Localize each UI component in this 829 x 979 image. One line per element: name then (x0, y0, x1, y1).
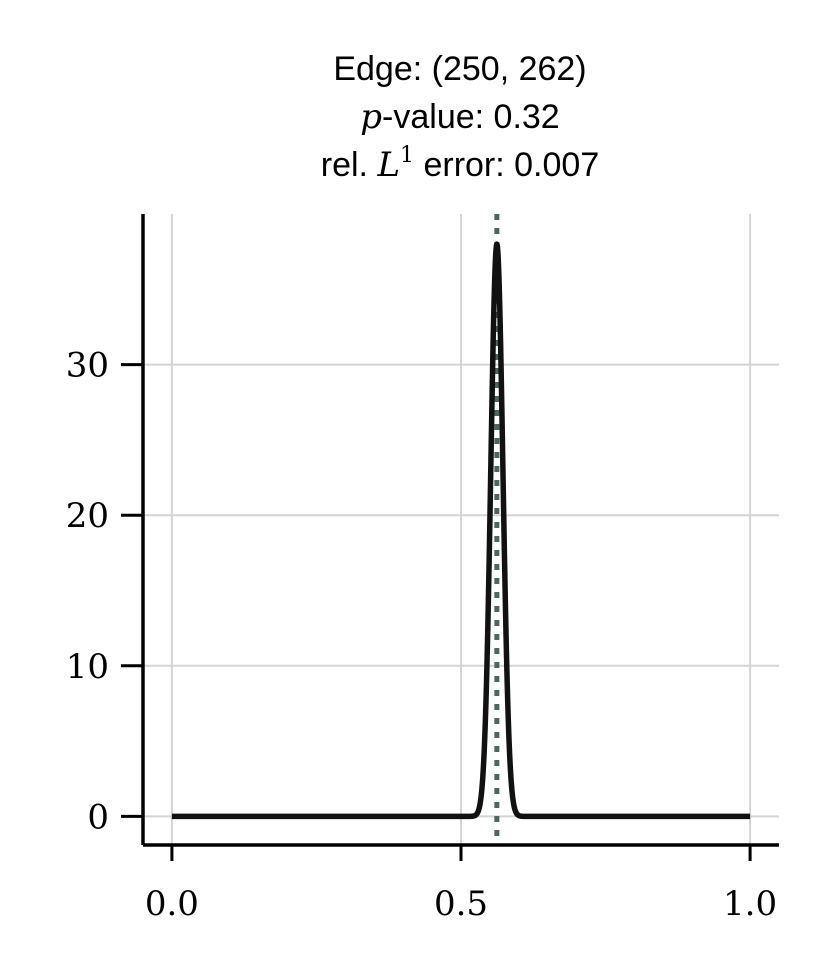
x-ticks: 0.0 0.5 1.0 (145, 845, 777, 924)
y-tick-label-3: 30 (66, 346, 109, 386)
x-tick-label-0: 0.0 (145, 884, 199, 924)
gridlines (143, 214, 779, 845)
chart-title: Edge: (250, 262) p-value: 0.32 rel. L1 e… (321, 50, 599, 185)
title-l-variable: L (376, 145, 400, 185)
title-rel-text: rel. (321, 146, 378, 184)
y-ticks: 0 10 20 30 (66, 346, 143, 837)
title-line-2: p-value: 0.32 (360, 97, 559, 137)
title-p-variable: p (360, 97, 382, 137)
title-l-superscript: 1 (400, 143, 414, 168)
y-tick-label-2: 20 (66, 496, 109, 536)
y-tick-label-0: 0 (87, 797, 109, 837)
x-tick-label-1: 0.5 (434, 884, 488, 924)
density-curve (169, 241, 753, 820)
title-pvalue-text: -value: 0.32 (382, 98, 560, 136)
title-line-3: rel. L1 error: 0.007 (321, 143, 599, 185)
y-tick-label-1: 10 (66, 647, 109, 687)
title-error-text: error: 0.007 (414, 146, 599, 184)
x-tick-label-2: 1.0 (723, 884, 777, 924)
title-line-1: Edge: (250, 262) (333, 50, 586, 88)
